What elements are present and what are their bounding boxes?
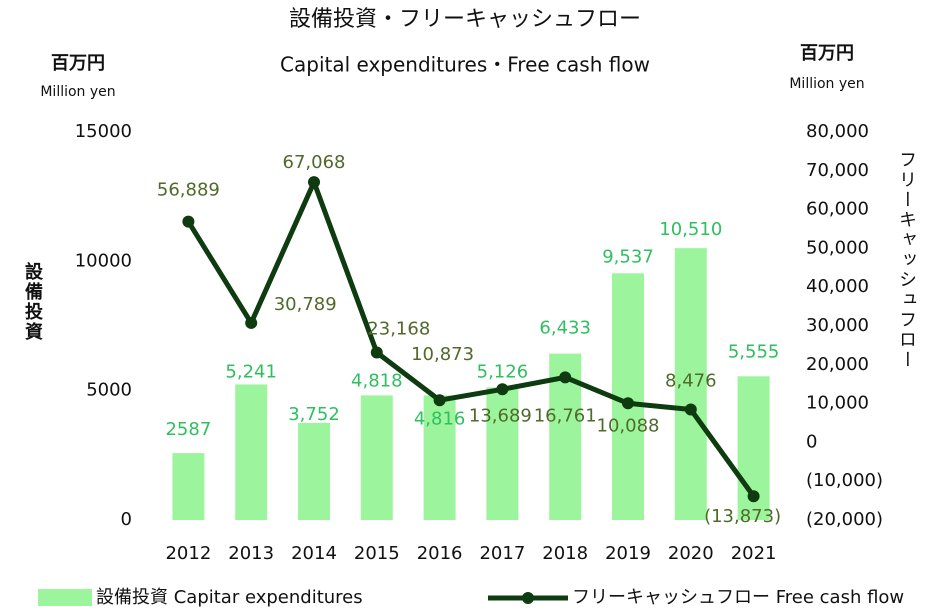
bar-value-label: 5,126 xyxy=(477,361,529,382)
y-tick-label: 15000 xyxy=(75,121,132,142)
y2-unit: 百万円 xyxy=(800,43,854,64)
y2-tick-label: 0 xyxy=(806,431,817,452)
line-value-label: 16,761 xyxy=(534,405,597,426)
y2-tick-label: (10,000) xyxy=(806,470,883,491)
bar-value-label: 9,537 xyxy=(602,246,654,267)
bar xyxy=(360,395,393,520)
legend-label: フリーキャッシュフロー Free cash flow xyxy=(572,587,904,608)
y-unit-en: Million yen xyxy=(40,84,115,100)
line-value-label: (13,873) xyxy=(704,506,781,527)
point xyxy=(245,316,258,329)
chart-subtitle: Capital expenditures・Free cash flow xyxy=(280,53,650,77)
y-axis-title: 設備投資 xyxy=(22,261,43,342)
legend-swatch xyxy=(38,589,92,606)
bar xyxy=(674,248,707,520)
point xyxy=(622,397,634,410)
x-tick-label: 2021 xyxy=(731,543,777,564)
x-tick-label: 2019 xyxy=(605,543,651,564)
y2-tick-label: 80,000 xyxy=(806,121,869,142)
bar xyxy=(235,384,268,520)
bar xyxy=(172,453,205,520)
bar-value-label: 6,433 xyxy=(539,318,591,339)
bar xyxy=(298,422,330,520)
line-value-label: 56,889 xyxy=(157,180,220,201)
y2-tick-label: 20,000 xyxy=(806,354,869,375)
line-value-label: 30,789 xyxy=(274,294,337,315)
y2-tick-label: 60,000 xyxy=(806,199,869,220)
y2-unit-en: Million yen xyxy=(789,76,864,92)
bar-value-label: 4,816 xyxy=(414,408,466,429)
line-value-label: 67,068 xyxy=(283,152,346,173)
x-tick-label: 2020 xyxy=(668,543,714,564)
x-tick-label: 2013 xyxy=(228,543,274,564)
chart-title: 設備投資・フリーキャッシュフロー xyxy=(289,7,641,32)
y2-tick-label: 10,000 xyxy=(806,393,869,414)
y-unit: 百万円 xyxy=(51,53,105,74)
x-tick-label: 2012 xyxy=(165,543,211,564)
y2-tick-label: 50,000 xyxy=(806,237,869,258)
line-value-label: 13,689 xyxy=(469,405,532,426)
legend-label: 設備投資 Capitar expenditures xyxy=(96,587,363,608)
x-tick-label: 2014 xyxy=(291,543,337,564)
bar xyxy=(423,395,456,520)
bar-value-label: 2587 xyxy=(165,419,211,440)
bar xyxy=(486,387,519,520)
y2-tick-label: 40,000 xyxy=(806,276,869,297)
point xyxy=(747,490,760,503)
point xyxy=(370,346,383,359)
x-tick-label: 2015 xyxy=(354,543,400,564)
bar-value-label: 4,818 xyxy=(351,370,403,391)
y2-axis-title: フリーキャッシュフロー xyxy=(896,150,917,370)
line-value-label: 10,088 xyxy=(597,415,660,436)
line-value-label: 23,168 xyxy=(367,319,430,340)
line-value-label: 10,873 xyxy=(411,344,474,365)
y-tick-label: 5000 xyxy=(86,380,132,401)
point xyxy=(182,215,195,228)
bar-value-label: 5,555 xyxy=(728,341,780,362)
point xyxy=(559,371,572,384)
x-tick-label: 2018 xyxy=(542,543,588,564)
point xyxy=(496,383,509,396)
bar-value-label: 10,510 xyxy=(659,219,722,240)
y2-tick-label: 30,000 xyxy=(806,315,869,336)
point xyxy=(308,176,320,189)
y-tick-label: 0 xyxy=(121,509,132,530)
point xyxy=(684,403,697,416)
point xyxy=(433,394,446,407)
bar-value-label: 3,752 xyxy=(288,404,340,425)
line xyxy=(186,179,756,498)
y2-tick-label: (20,000) xyxy=(806,509,883,530)
bar-value-label: 5,241 xyxy=(225,361,277,382)
x-tick-label: 2017 xyxy=(479,543,525,564)
line-value-label: 8,476 xyxy=(665,371,717,392)
y-tick-label: 10000 xyxy=(75,250,132,271)
legend-swatch xyxy=(522,592,534,604)
y2-tick-label: 70,000 xyxy=(806,160,869,181)
x-tick-label: 2016 xyxy=(417,543,463,564)
